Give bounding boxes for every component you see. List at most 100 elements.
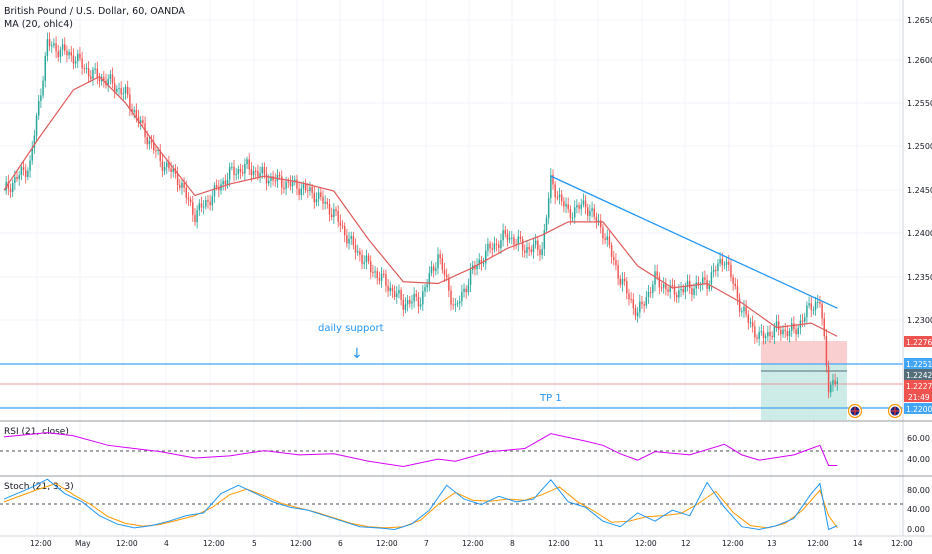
stoch-tick: 0.00 [907,525,925,534]
candle-body [274,180,276,182]
time-axis[interactable]: 12:00 May 12:00 4 12:00 5 12:00 6 12:00 … [30,539,913,548]
candle-body [424,287,426,292]
candle-body [435,268,437,271]
candle-body [456,303,459,305]
candle-body [367,255,370,262]
candle-body [767,331,769,337]
candle-body [205,200,207,207]
candle-body [46,39,49,56]
time-tick: 11 [594,539,604,548]
candle-body [179,185,181,188]
candle-body [411,301,413,304]
candle-body [747,314,750,323]
candle-body [27,170,29,177]
candle-body [113,83,116,92]
stop-loss-zone[interactable] [761,341,847,364]
candle-body [573,207,576,218]
candle-body [157,150,159,152]
candle-body [107,78,109,86]
take-profit-zone[interactable] [761,364,847,420]
candlestick-series [5,32,839,399]
candle-body [40,95,42,101]
indicator-label: MA (20, ohlc4) [4,19,73,30]
candle-body [563,201,565,207]
candle-body [296,179,298,189]
price-badge-mid: 1.22420 [904,369,932,380]
candle-body [328,203,331,215]
rsi-line [3,432,838,468]
candle-body [9,188,12,193]
candle-body [298,188,300,195]
candle-body [385,274,387,286]
candle-body [649,291,652,293]
candle-body [96,68,99,79]
candle-body [706,279,708,289]
candle-body [37,100,40,116]
candle-body [172,168,174,172]
time-tick: 12:00 [548,539,570,548]
candle-body [493,243,496,250]
candle-body [793,323,795,330]
candle-body [109,74,112,79]
candle-body [356,251,359,253]
candle-body [530,249,533,252]
candle-body [732,277,734,284]
price-tick: 1.26500 [907,16,932,25]
candle-body [760,331,763,333]
candle-body [591,208,593,211]
candle-body [339,221,342,226]
candle-body [7,181,10,189]
candle-body [539,249,541,256]
candle-body [832,380,834,385]
candle-body [42,80,44,96]
candle-body [710,272,713,284]
candle-body [289,181,292,187]
candle-body [511,237,513,239]
time-tick: 12:00 [462,539,484,548]
daily-support-label[interactable]: daily support [318,323,384,334]
candle-body [116,88,118,92]
candle-body [550,174,552,198]
candle-body [59,49,62,58]
rsi-label: RSI (21, close) [4,427,69,437]
candle-body [608,236,611,246]
candle-body [252,170,255,176]
candle-body [595,216,598,222]
descending-trendline[interactable] [550,175,838,309]
candle-body [235,174,237,176]
uk-flag-icon[interactable] [847,403,863,419]
candle-body [584,200,587,208]
candle-body [383,273,385,275]
svg-text:1.22760: 1.22760 [906,338,932,347]
price-axis[interactable]: 1.26500 1.26000 1.25500 1.25000 1.24500 … [907,16,932,325]
candle-body [400,290,402,301]
candle-body [723,264,726,266]
candle-body [313,192,316,203]
stoch-k-line [3,478,838,531]
candle-body [495,243,498,245]
candle-body [402,300,405,310]
candle-body [422,291,424,305]
candle-body [537,240,539,250]
candle-body [200,203,203,208]
candle-body [517,236,520,245]
uk-flag-icon[interactable] [887,403,903,419]
candle-body [500,240,502,249]
candle-body [194,214,196,223]
candle-body [586,207,589,216]
candle-body [632,299,635,308]
candle-body [686,281,689,287]
candle-body [341,225,344,227]
candle-body [374,271,376,273]
candle-body [715,269,717,271]
candle-body [745,306,747,315]
candle-body [248,159,250,170]
candle-body [285,181,287,190]
candle-body [317,192,320,200]
candle-body [526,247,528,253]
candle-body [330,214,333,218]
candle-body [454,304,457,306]
tp-label[interactable]: TP 1 [539,393,562,404]
